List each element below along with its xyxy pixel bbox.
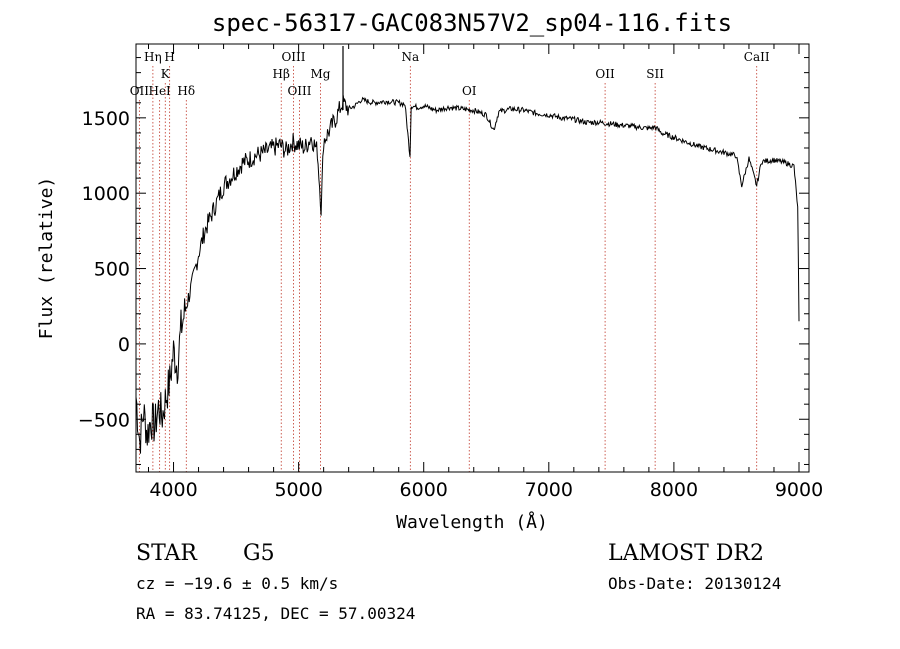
- spectral-line-label: SII: [646, 67, 664, 81]
- y-tick-label: 1500: [82, 108, 130, 130]
- x-tick-label: 4000: [149, 479, 197, 501]
- spectral-line-label: K: [161, 67, 171, 81]
- spectral-line-label: OIII: [287, 84, 311, 98]
- y-tick-label: 1000: [82, 183, 130, 205]
- spectral-line-label: Hβ: [273, 67, 290, 81]
- object-subclass: G5: [243, 541, 275, 566]
- x-axis-ticks: 4000 5000 6000 7000 8000 9000: [148, 44, 823, 501]
- x-tick-label: 9000: [775, 479, 823, 501]
- spectral-line-label: OIII: [281, 50, 305, 64]
- plot-frame: [135, 43, 810, 473]
- coordinates: RA = 83.74125, DEC = 57.00324: [136, 604, 415, 623]
- spectral-line-label: Hδ: [177, 84, 195, 98]
- chart-title: spec-56317-GAC083N57V2_sp04-116.fits: [212, 9, 732, 37]
- survey-name: LAMOST DR2: [608, 541, 764, 566]
- obs-date: Obs-Date: 20130124: [608, 574, 781, 593]
- x-tick-label: 6000: [400, 479, 448, 501]
- spectrum-series-line: [135, 95, 800, 454]
- spectral-line-label: Hη: [144, 50, 162, 64]
- y-tick-label: −500: [78, 409, 130, 431]
- spectral-line-label: Na: [402, 50, 420, 64]
- x-tick-label: 8000: [650, 479, 698, 501]
- spectral-line-label: HeI: [148, 84, 171, 98]
- object-class: STAR: [136, 541, 198, 566]
- redshift-value: cz = −19.6 ± 0.5 km/s: [136, 574, 338, 593]
- spectral-line-label: Mg: [311, 67, 331, 81]
- y-axis-label: Flux (relative): [36, 177, 57, 340]
- y-tick-label: 500: [94, 259, 130, 281]
- y-tick-label: 0: [118, 334, 130, 356]
- spectral-line-label: OII: [595, 67, 615, 81]
- spectral-line-label: H: [164, 50, 174, 64]
- spectral-line-label: OII: [130, 84, 150, 98]
- x-tick-label: 7000: [525, 479, 573, 501]
- x-axis-label: Wavelength (Å): [396, 511, 548, 533]
- spectral-line-label: OI: [462, 84, 477, 98]
- y-axis-ticks: −500 0 500 1000 1500: [78, 57, 809, 465]
- x-tick-label: 5000: [274, 479, 322, 501]
- spectral-line-label: CaII: [744, 50, 770, 64]
